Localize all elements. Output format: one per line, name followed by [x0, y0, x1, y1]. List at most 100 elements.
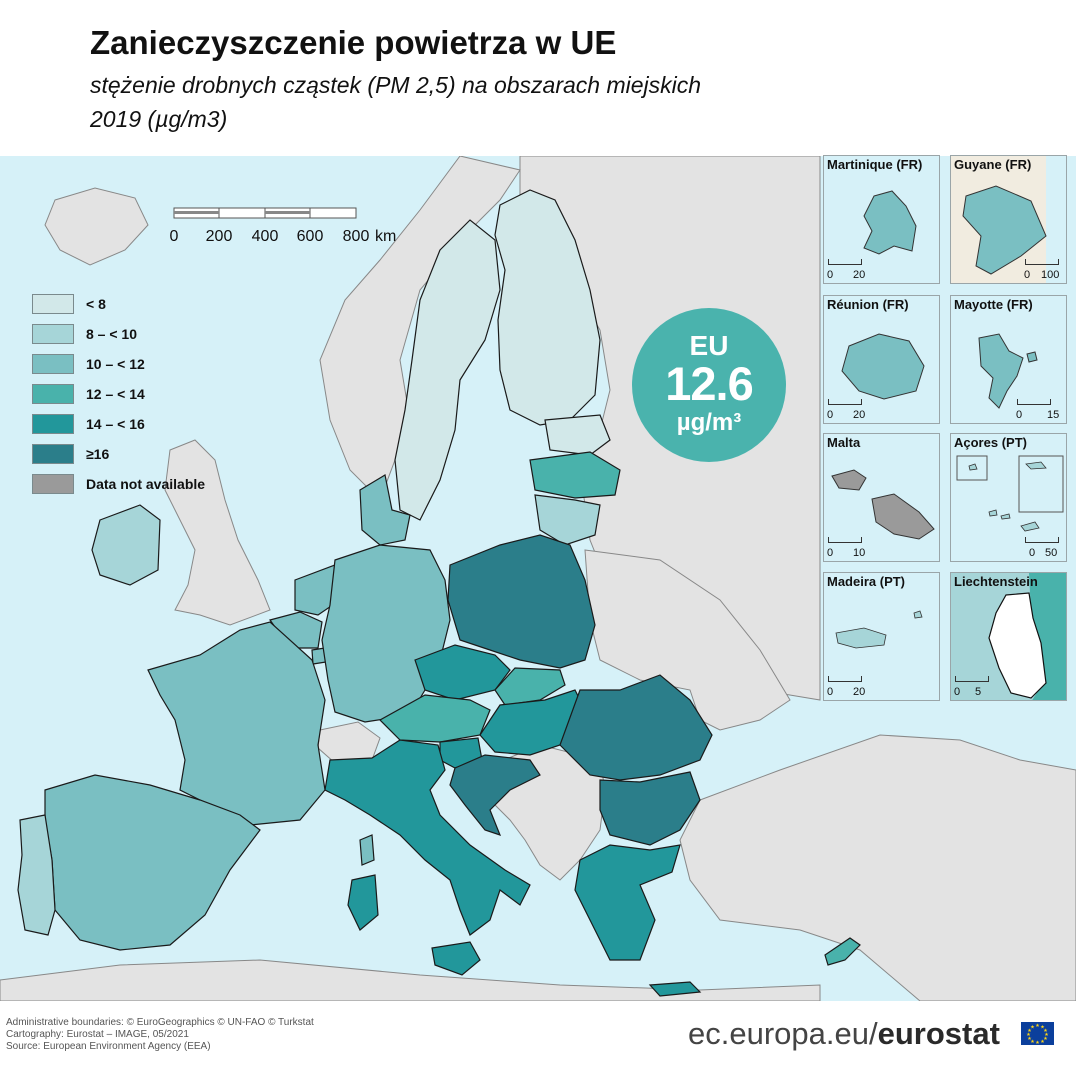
- inset-scale-bar: [828, 537, 862, 543]
- eu-average-unit: µg/m³: [676, 409, 742, 436]
- inset-title: Mayotte (FR): [954, 297, 1033, 312]
- inset-title: Martinique (FR): [827, 157, 923, 172]
- inset-reunion: Réunion (FR) 0 20: [823, 295, 940, 424]
- legend-swatch: [32, 444, 74, 464]
- map-year-unit: 2019 (µg/m3): [90, 106, 228, 132]
- inset-scale-bar: [1025, 259, 1059, 265]
- eu-average-value: 12.6: [665, 357, 753, 410]
- country-portugal: [17, 814, 56, 936]
- svg-text:★: ★: [1026, 1032, 1031, 1038]
- country-czechia: [414, 644, 511, 701]
- legend-item: 14 – < 16: [32, 409, 205, 439]
- site-url: ec.europa.eu/: [688, 1016, 878, 1051]
- inset-scale-bar: [828, 676, 862, 682]
- country-sicily: [431, 941, 481, 976]
- inset-scale-bar: [1017, 399, 1051, 405]
- inset-title: Liechtenstein: [954, 574, 1038, 589]
- country-sardinia: [347, 874, 379, 931]
- eu-average-badge: EU 12.6 µg/m³: [632, 308, 786, 462]
- scale-tick-400: 400: [251, 228, 279, 245]
- inset-scale-start: 0: [827, 409, 834, 421]
- svg-text:★: ★: [1027, 1036, 1032, 1042]
- credits-line: Administrative boundaries: © EuroGeograp…: [6, 1017, 314, 1028]
- inset-scale-bar: [828, 259, 862, 265]
- svg-text:★: ★: [1035, 1040, 1040, 1045]
- legend-swatch: [32, 414, 74, 434]
- inset-scale-start: 0: [1016, 409, 1023, 421]
- inset-shape: [831, 469, 935, 540]
- inset-martinique: Martinique (FR) 0 20: [823, 155, 940, 284]
- scale-unit: km: [375, 228, 397, 245]
- inset-scale-bar: [828, 399, 862, 405]
- legend-label: 8 – < 10: [86, 326, 137, 342]
- inset-scale-end: 20: [853, 269, 866, 281]
- legend-item: Data not available: [32, 469, 205, 499]
- country-latvia: [529, 451, 621, 499]
- credits: Administrative boundaries: © EuroGeograp…: [6, 1017, 314, 1053]
- legend-item: < 8: [32, 289, 205, 319]
- inset-malta: Malta 0 10: [823, 433, 940, 562]
- inset-scale-start: 0: [827, 269, 834, 281]
- legend-label: 10 – < 12: [86, 356, 145, 372]
- map-title: Zanieczyszczenie powietrza w UE: [90, 24, 617, 61]
- country-sweden: [394, 219, 501, 521]
- inset-scale-end: 50: [1045, 547, 1058, 559]
- legend-item: 10 – < 12: [32, 349, 205, 379]
- svg-text:★: ★: [1030, 1039, 1035, 1045]
- legend-label: 14 – < 16: [86, 416, 145, 432]
- eu-average-label: EU: [689, 330, 729, 361]
- inset-title: Réunion (FR): [827, 297, 909, 312]
- svg-text:★: ★: [1043, 1028, 1048, 1034]
- svg-text:★: ★: [1035, 1023, 1040, 1029]
- scale-tick-0: 0: [169, 228, 179, 245]
- inset-scale-bar: [955, 676, 989, 682]
- legend-swatch: [32, 294, 74, 314]
- inset-shape: [978, 333, 1038, 409]
- inset-scale-end: 5: [975, 686, 982, 698]
- eurostat-link[interactable]: ec.europa.eu/eurostat: [688, 1016, 1000, 1052]
- eu-flag-icon: ★ ★ ★ ★ ★ ★ ★ ★ ★ ★ ★ ★: [1021, 1022, 1054, 1046]
- brand-name: eurostat: [877, 1016, 1000, 1051]
- inset-shape: [956, 455, 1064, 532]
- scale-tick-200: 200: [205, 228, 233, 245]
- inset-liechtenstein: Liechtenstein 0 5: [950, 572, 1067, 701]
- inset-scale-bar: [1025, 537, 1059, 543]
- country-estonia: [544, 414, 611, 456]
- svg-text:★: ★: [1040, 1039, 1045, 1045]
- svg-text:★: ★: [1027, 1028, 1032, 1034]
- legend-label: 12 – < 14: [86, 386, 145, 402]
- inset-scale-start: 0: [827, 547, 834, 559]
- inset-scale-start: 0: [1024, 269, 1031, 281]
- land-iceland: [44, 187, 149, 266]
- land-ukraine: [584, 549, 791, 731]
- inset-scale-end: 20: [853, 686, 866, 698]
- inset-scale-start: 0: [1029, 547, 1036, 559]
- scale-bar: 0 200 400 600 800 km: [169, 206, 396, 246]
- inset-mayotte: Mayotte (FR) 0 15: [950, 295, 1067, 424]
- country-bulgaria: [599, 771, 701, 846]
- scale-bar-graphic: [173, 207, 357, 219]
- inset-acores: Açores (PT) 0 50: [950, 433, 1067, 562]
- legend-swatch: [32, 354, 74, 374]
- country-italy: [324, 739, 531, 936]
- credits-line: Cartography: Eurostat – IMAGE, 05/2021: [6, 1029, 189, 1040]
- land-turkey: [679, 734, 1076, 1001]
- legend-swatch: [32, 474, 74, 494]
- legend-item: 8 – < 10: [32, 319, 205, 349]
- country-greece: [574, 844, 681, 961]
- inset-scale-end: 10: [853, 547, 866, 559]
- inset-title: Açores (PT): [954, 435, 1027, 450]
- inset-madeira: Madeira (PT) 0 20: [823, 572, 940, 701]
- legend: < 8 8 – < 10 10 – < 12 12 – < 14 14 – < …: [32, 289, 205, 499]
- inset-shape: [835, 610, 923, 649]
- inset-scale-end: 100: [1041, 269, 1060, 281]
- inset-scale-end: 15: [1047, 409, 1060, 421]
- inset-shape: [863, 190, 917, 255]
- svg-text:★: ★: [1043, 1036, 1048, 1042]
- country-france: [147, 621, 326, 826]
- legend-swatch: [32, 384, 74, 404]
- legend-label: ≥16: [86, 446, 110, 462]
- inset-shape: [951, 156, 1066, 283]
- inset-title: Malta: [827, 435, 861, 450]
- svg-text:★: ★: [1030, 1025, 1035, 1031]
